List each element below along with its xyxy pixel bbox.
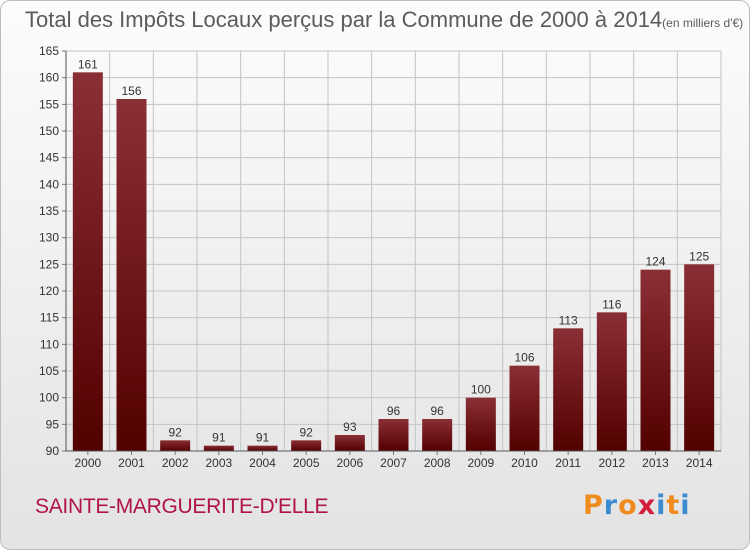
logo-letter: i — [680, 490, 691, 521]
bar-2002 — [160, 440, 191, 451]
y-tick-label: 95 — [46, 417, 60, 431]
x-tick-label: 2010 — [511, 456, 538, 470]
chart-title-main: Total des Impôts Locaux perçus par la Co… — [25, 7, 663, 32]
x-tick-label: 2003 — [205, 456, 232, 470]
x-tick-label: 2006 — [336, 456, 363, 470]
y-tick-label: 145 — [39, 151, 59, 165]
chart-title-unit: (en milliers d'€) — [662, 16, 744, 30]
data-label: 96 — [387, 404, 401, 418]
y-tick-label: 130 — [39, 231, 59, 245]
bar-2012 — [596, 312, 627, 451]
bar-2004 — [247, 445, 278, 451]
y-tick-label: 115 — [40, 311, 59, 325]
bar-2003 — [203, 445, 234, 451]
y-tick-label: 90 — [46, 444, 60, 458]
x-tick-label: 2002 — [162, 456, 189, 470]
logo-letter: x — [637, 490, 657, 521]
bar-2007 — [378, 419, 409, 451]
data-label: 161 — [78, 57, 98, 71]
chart-title: Total des Impôts Locaux perçus par la Co… — [25, 7, 743, 33]
bar-2011 — [553, 328, 584, 451]
data-label: 91 — [256, 431, 270, 445]
logo-letter: P — [583, 490, 604, 521]
y-tick-label: 155 — [39, 97, 59, 111]
logo-letter: o — [618, 490, 638, 521]
bar-2006 — [334, 435, 365, 451]
y-tick-label: 140 — [39, 177, 59, 191]
bar-2009 — [465, 397, 496, 451]
data-label: 113 — [559, 313, 578, 327]
data-label: 92 — [299, 425, 313, 439]
y-tick-label: 160 — [39, 71, 59, 85]
y-tick-label: 125 — [39, 257, 59, 271]
y-tick-label: 120 — [39, 284, 59, 298]
logo-letter: t — [666, 490, 681, 521]
bar-2014 — [684, 264, 715, 451]
x-tick-label: 2004 — [249, 456, 276, 470]
x-tick-label: 2000 — [74, 456, 101, 470]
y-tick-label: 165 — [39, 44, 59, 58]
y-tick-label: 150 — [39, 124, 59, 138]
x-tick-label: 2014 — [686, 456, 713, 470]
y-tick-label: 110 — [40, 337, 59, 351]
proxiti-logo: Proxiti — [583, 490, 691, 521]
x-tick-label: 2001 — [118, 456, 145, 470]
logo-letter: i — [656, 490, 667, 521]
data-label: 93 — [343, 420, 357, 434]
logo-letter: r — [603, 490, 619, 521]
x-axis: 2000 2001 2002 2003 2004 2005 2006 2007 2008 2009… — [66, 450, 721, 470]
y-tick-label: 100 — [39, 391, 59, 405]
commune-name: SAINTE-MARGUERITE-D'ELLE — [35, 495, 329, 518]
data-label: 125 — [689, 249, 709, 263]
bar-2010 — [509, 365, 540, 451]
bar-2008 — [422, 419, 453, 451]
bar-2001 — [116, 99, 147, 451]
x-tick-label: 2011 — [555, 456, 581, 470]
data-labels: 161 156 92 91 91 92 93 96 96 100 106 113 116 124 125 — [78, 57, 710, 444]
x-tick-label: 2009 — [467, 456, 494, 470]
bar-2013 — [640, 269, 671, 451]
x-tick-label: 2007 — [380, 456, 407, 470]
x-tick-label: 2008 — [424, 456, 451, 470]
data-label: 92 — [168, 425, 182, 439]
bars — [72, 72, 715, 451]
data-label: 91 — [212, 431, 226, 445]
bar-2000 — [72, 72, 103, 451]
data-label: 156 — [121, 84, 141, 98]
data-label: 116 — [602, 297, 621, 311]
y-tick-label: 135 — [39, 204, 59, 218]
x-tick-label: 2012 — [598, 456, 625, 470]
data-label: 100 — [471, 383, 491, 397]
bar-2005 — [291, 440, 322, 451]
data-label: 124 — [645, 255, 665, 269]
x-tick-label: 2005 — [293, 456, 320, 470]
data-label: 96 — [430, 404, 444, 418]
y-tick-label: 105 — [39, 364, 59, 378]
data-label: 106 — [514, 351, 534, 365]
x-tick-label: 2013 — [642, 456, 669, 470]
y-axis: 90 95 100 105 110 115 120 125 130 135 140 145 150 155… — [39, 44, 67, 458]
